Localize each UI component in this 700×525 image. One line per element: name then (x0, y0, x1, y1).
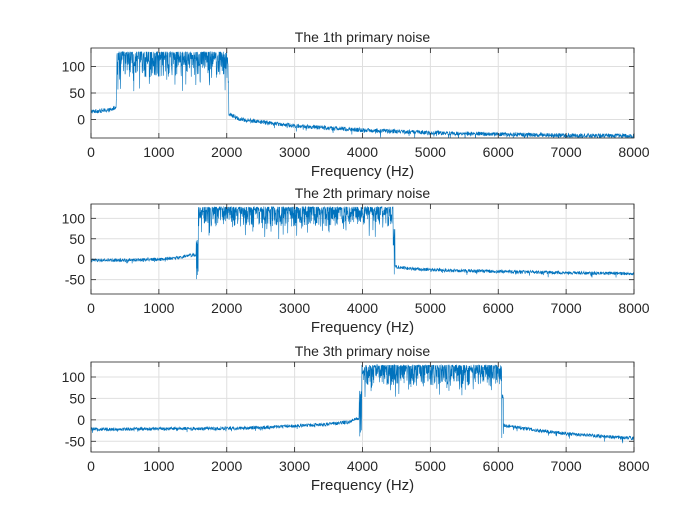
y-tick-label: 0 (77, 251, 85, 267)
y-tick-label: -50 (65, 433, 85, 449)
x-tick-label: 6000 (483, 300, 514, 316)
y-tick-label: 50 (69, 231, 85, 247)
x-tick-label: 8000 (618, 144, 649, 160)
x-tick-label: 0 (87, 458, 95, 474)
x-tick-label: 1000 (143, 144, 174, 160)
chart-panel-1: 0 1000 2000 3000 4000 5000 6000 7000 8000 0 50 100 T… (62, 29, 650, 180)
x-tick-label: 7000 (551, 144, 582, 160)
chart-title: The 2th primary noise (295, 185, 431, 201)
chart-title: The 1th primary noise (295, 29, 431, 45)
x-tick-label: 3000 (279, 144, 310, 160)
x-tick-label: 5000 (415, 458, 446, 474)
series-line-spectrum (91, 363, 634, 444)
x-tick-label: 8000 (618, 458, 649, 474)
series-line-spectrum (91, 50, 634, 138)
y-tick-label: 50 (69, 390, 85, 406)
x-tick-label: 2000 (211, 300, 242, 316)
x-tick-label: 6000 (483, 144, 514, 160)
x-axis-label: Frequency (Hz) (311, 477, 414, 494)
x-tick-label: 8000 (618, 300, 649, 316)
series-line-spectrum (91, 205, 634, 280)
x-tick-label: 5000 (415, 300, 446, 316)
x-tick-label: 1000 (143, 300, 174, 316)
x-tick-label: 3000 (279, 300, 310, 316)
x-tick-label: 0 (87, 300, 95, 316)
x-tick-label: 2000 (211, 144, 242, 160)
y-tick-label: 100 (62, 369, 86, 385)
x-tick-label: 7000 (551, 458, 582, 474)
x-tick-label: 5000 (415, 144, 446, 160)
chart-title: The 3th primary noise (295, 343, 431, 359)
x-tick-label: 4000 (347, 458, 378, 474)
chart-panel-3: 0 1000 2000 3000 4000 5000 6000 7000 8000-500501… (62, 343, 650, 494)
x-tick-label: 3000 (279, 458, 310, 474)
y-tick-label: 50 (69, 85, 85, 101)
x-tick-label: 7000 (551, 300, 582, 316)
x-tick-label: 0 (87, 144, 95, 160)
x-tick-label: 1000 (143, 458, 174, 474)
y-tick-label: 0 (77, 412, 85, 428)
x-tick-label: 6000 (483, 458, 514, 474)
y-tick-label: 100 (62, 59, 86, 75)
y-tick-label: 100 (62, 210, 86, 226)
x-tick-label: 4000 (347, 144, 378, 160)
x-axis-label: Frequency (Hz) (311, 163, 414, 180)
x-tick-label: 2000 (211, 458, 242, 474)
chart-panel-2: 0 1000 2000 3000 4000 5000 6000 7000 8000-500501… (62, 185, 650, 336)
x-axis-label: Frequency (Hz) (311, 319, 414, 336)
y-tick-label: 0 (77, 111, 85, 127)
x-tick-label: 4000 (347, 300, 378, 316)
y-tick-label: -50 (65, 272, 85, 288)
